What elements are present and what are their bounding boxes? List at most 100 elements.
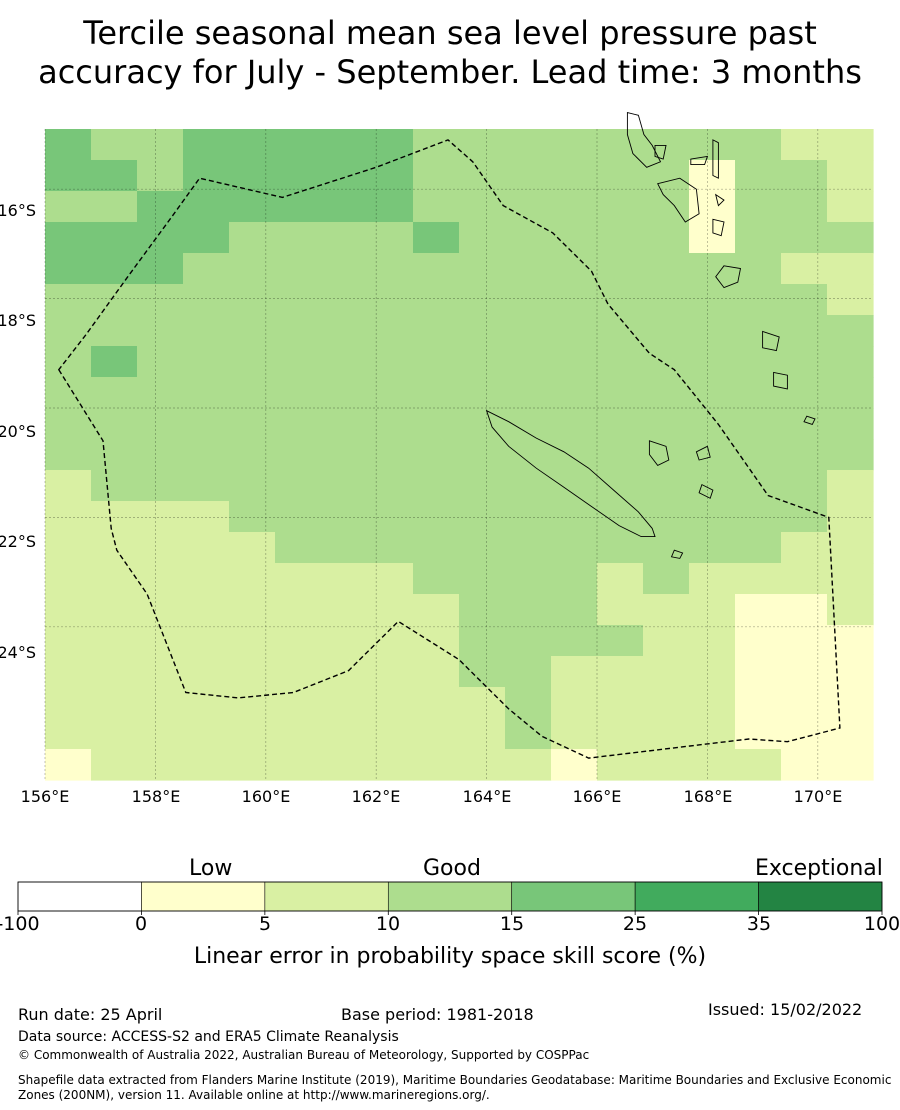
grid-cell	[413, 656, 460, 688]
grid-cell	[827, 749, 874, 781]
grid-cell	[827, 439, 874, 471]
grid-cell	[275, 687, 322, 719]
base-period: Base period: 1981-2018	[341, 1005, 534, 1024]
grid-cell	[367, 470, 414, 502]
grid-cell	[413, 594, 460, 626]
grid-cell	[689, 377, 736, 409]
grid-cell	[275, 160, 322, 192]
grid-cell	[735, 222, 782, 254]
grid-cell	[735, 377, 782, 409]
lon-label-170e: 170°E	[793, 787, 843, 806]
grid-cell	[91, 563, 138, 595]
grid-cell	[229, 532, 276, 564]
grid-cell	[643, 718, 690, 750]
grid-cell	[229, 408, 276, 440]
grid-cell	[45, 346, 92, 378]
grid-cell	[45, 439, 92, 471]
grid-cell	[275, 656, 322, 688]
grid-cell	[413, 191, 460, 223]
grid-cell	[643, 501, 690, 533]
grid-cell	[597, 377, 644, 409]
grid-cell	[643, 687, 690, 719]
grid-cell	[413, 625, 460, 657]
grid-cell	[643, 284, 690, 316]
grid-cell	[459, 377, 506, 409]
grid-cell	[183, 315, 230, 347]
grid-cell	[689, 718, 736, 750]
grid-cell	[91, 718, 138, 750]
grid-cell	[597, 284, 644, 316]
grid-cell	[551, 439, 598, 471]
grid-cell	[91, 594, 138, 626]
grid-cell	[551, 284, 598, 316]
grid-cell	[781, 718, 828, 750]
colorbar-tick: 5	[258, 913, 272, 935]
grid-cell	[505, 439, 552, 471]
colorbar-swatch	[634, 881, 759, 912]
grid-cell	[45, 408, 92, 440]
colorbar-tick: 25	[622, 913, 648, 935]
grid-cell	[827, 408, 874, 440]
grid-cell	[229, 129, 276, 161]
grid-cell	[91, 501, 138, 533]
grid-cell	[321, 501, 368, 533]
colorbar-swatch	[264, 881, 389, 912]
colorbar-swatch	[511, 881, 636, 912]
grid-cell	[275, 346, 322, 378]
grid-cell	[551, 191, 598, 223]
grid-cell	[275, 439, 322, 471]
grid-cell	[735, 563, 782, 595]
grid-cell	[137, 594, 184, 626]
grid-cell	[367, 253, 414, 285]
colorbar-swatch	[387, 881, 513, 912]
grid-cell	[367, 160, 414, 192]
lon-label-160e: 160°E	[241, 787, 291, 806]
grid-cell	[275, 470, 322, 502]
colorbar-swatch	[758, 881, 883, 912]
grid-cell	[505, 749, 552, 781]
grid-cell	[459, 284, 506, 316]
grid-cell	[321, 284, 368, 316]
grid-cell	[459, 625, 506, 657]
grid-cell	[413, 346, 460, 378]
grid-cell	[413, 470, 460, 502]
colorbar	[17, 881, 883, 915]
grid-cell	[781, 129, 828, 161]
grid-cell	[781, 439, 828, 471]
grid-cell	[551, 625, 598, 657]
grid-cell	[413, 563, 460, 595]
grid-cell	[137, 532, 184, 564]
grid-cell	[505, 160, 552, 192]
grid-cell	[551, 222, 598, 254]
vanuatu-island-coastline	[690, 155, 709, 166]
grid-cell	[735, 532, 782, 564]
grid-cell	[735, 408, 782, 440]
colorbar-tick: -100	[0, 913, 40, 935]
grid-cell	[643, 470, 690, 502]
grid-cell	[91, 346, 138, 378]
grid-cell	[137, 191, 184, 223]
grid-cell	[643, 222, 690, 254]
grid-cell	[781, 253, 828, 285]
vanuatu-island-coastline	[626, 112, 662, 168]
run-date: Run date: 25 April	[18, 1005, 163, 1024]
grid-cell	[643, 439, 690, 471]
grid-cell	[781, 377, 828, 409]
grid-cell	[229, 563, 276, 595]
grid-cell	[367, 501, 414, 533]
grid-cell	[275, 253, 322, 285]
grid-cell	[45, 377, 92, 409]
grid-cell	[45, 625, 92, 657]
category-exceptional: Exceptional	[755, 856, 883, 881]
grid-cell	[413, 284, 460, 316]
colorbar-tick: 10	[375, 913, 401, 935]
grid-cell	[597, 687, 644, 719]
vanuatu-island-coastline	[762, 330, 780, 352]
vanuatu-island-coastline	[773, 371, 788, 390]
vanuatu-island-coastline	[715, 265, 742, 289]
grid-cell	[275, 315, 322, 347]
grid-cell	[137, 129, 184, 161]
grid-cell	[735, 191, 782, 223]
grid-cell	[459, 563, 506, 595]
